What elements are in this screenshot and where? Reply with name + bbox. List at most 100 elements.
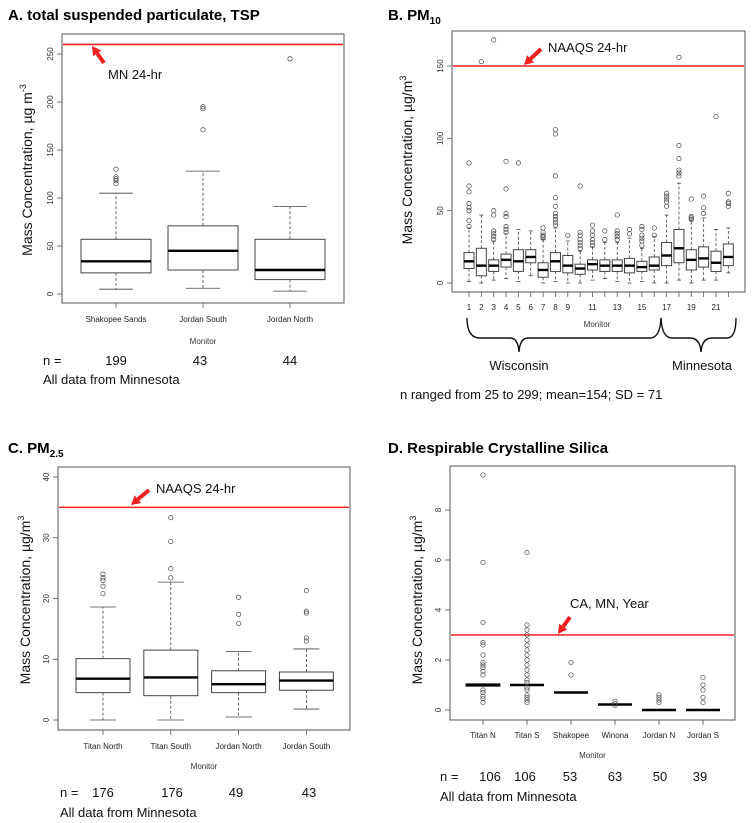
x-tick-label: 7 (541, 303, 546, 312)
outlier-point (639, 235, 645, 241)
box-2 (475, 59, 487, 284)
outlier-point (113, 176, 119, 182)
n-label: n = (43, 353, 61, 368)
outlier-point (656, 692, 662, 698)
outlier-point (656, 699, 662, 706)
box-17 (661, 190, 673, 284)
iqr-box (167, 225, 239, 271)
box-5 (512, 160, 524, 282)
outlier-point (614, 231, 620, 237)
panel-c-title: C. PM2.5 (8, 440, 64, 460)
iqr-box (698, 246, 710, 268)
outlier-point (236, 620, 242, 626)
x-tick-label: Winona (601, 731, 629, 740)
x-tick-label: 17 (662, 303, 671, 312)
iqr-box (673, 228, 685, 264)
outlier-point (524, 647, 530, 653)
y-axis-label: Mass Concentration, µg m-3 (18, 84, 35, 256)
x-tick-label: Jordan South (283, 742, 331, 751)
panel-b-pm10: B. PM10 0 50 100 150 Mass Concentration, µg/… (388, 7, 746, 402)
plot-frame (449, 465, 736, 721)
outlier-point (639, 238, 645, 244)
outlier-point (491, 231, 497, 237)
y-axis-label-sup: 3 (408, 516, 418, 521)
outlier-point (577, 183, 583, 189)
outlier-point (503, 229, 509, 235)
x-tick-label: 3 (491, 303, 496, 312)
outlier-point (524, 657, 530, 663)
outlier-point (701, 211, 707, 217)
n-value: 50 (653, 769, 667, 784)
box-21 (710, 114, 722, 281)
outlier-point (577, 229, 583, 235)
box-22 (722, 190, 734, 274)
outlier-point (725, 200, 731, 206)
outlier-point (100, 591, 106, 597)
y-axis-label: Mass Concentration, µg/m3 (408, 516, 425, 685)
outlier-point (651, 225, 657, 231)
y-tick-label: 20 (42, 594, 51, 603)
reference-annotation: CA, MN, Year (570, 596, 649, 611)
y-tick-label: 10 (42, 654, 51, 663)
box-shakopee (554, 659, 588, 694)
y-tick-label: 0 (434, 707, 443, 712)
iqr-box (254, 238, 326, 281)
box-13 (611, 212, 623, 282)
outlier-point (466, 160, 472, 166)
outlier-point (466, 200, 472, 206)
panel-note: All data from Minnesota (43, 372, 180, 387)
box-4 (500, 158, 512, 280)
annotation-arrow-head (524, 55, 534, 65)
n-value: 106 (479, 769, 501, 784)
iqr-box (722, 243, 734, 267)
outlier-point (168, 538, 174, 544)
annotation-arrow-shaft (136, 488, 151, 501)
outlier-point (287, 56, 293, 62)
outlier-point (701, 193, 707, 199)
iqr-box (661, 241, 673, 267)
outlier-point (168, 566, 174, 572)
iqr-box (80, 238, 152, 274)
outlier-point (577, 232, 583, 238)
outlier-point (480, 619, 486, 626)
annotation-arrow-shaft (561, 615, 572, 628)
x-tick-label: Titan N (470, 731, 496, 740)
outlier-point (676, 170, 682, 176)
outlier-point (639, 226, 645, 233)
outlier-point (524, 679, 530, 686)
outlier-point (577, 245, 583, 251)
x-tick-label: Jordan North (215, 742, 261, 751)
iqr-box (562, 255, 574, 274)
annotation-arrow-head (131, 495, 142, 505)
outlier-point (568, 672, 574, 678)
x-tick-label: Jordan North (267, 315, 313, 324)
outlier-point (725, 190, 731, 196)
outlier-point (589, 242, 596, 248)
box-jordan-n (642, 692, 676, 712)
y-tick-label: 150 (46, 143, 55, 157)
panel-note: All data from Minnesota (60, 805, 197, 820)
outlier-point (491, 234, 497, 240)
box-jordan-s (686, 674, 720, 712)
outlier-point (552, 127, 559, 133)
outlier-point (480, 699, 486, 706)
outlier-point (466, 183, 472, 189)
box-7 (537, 225, 549, 284)
x-tick-label: 5 (516, 303, 521, 312)
outlier-point (565, 232, 571, 238)
outlier-point (568, 659, 574, 666)
outlier-point (100, 575, 106, 581)
outlier-point (113, 166, 119, 172)
annotation-arrow-shaft (95, 52, 106, 65)
outlier-point (303, 608, 309, 614)
x-tick-label: Shakopee Sands (86, 315, 147, 324)
outlier-point (614, 237, 620, 243)
y-axis-label-main: Mass Concentration, µg/m (17, 521, 33, 685)
panel-d-silica: D. Respirable Crystalline Silica 0 2 4 6 8 Ma… (388, 440, 736, 804)
outlier-point (303, 610, 309, 616)
iqr-box (648, 256, 660, 271)
outlier-point (540, 232, 546, 238)
box-titan-s (510, 549, 544, 706)
panel-b-title-sub: 10 (430, 16, 442, 27)
x-tick-label: 9 (566, 303, 571, 312)
